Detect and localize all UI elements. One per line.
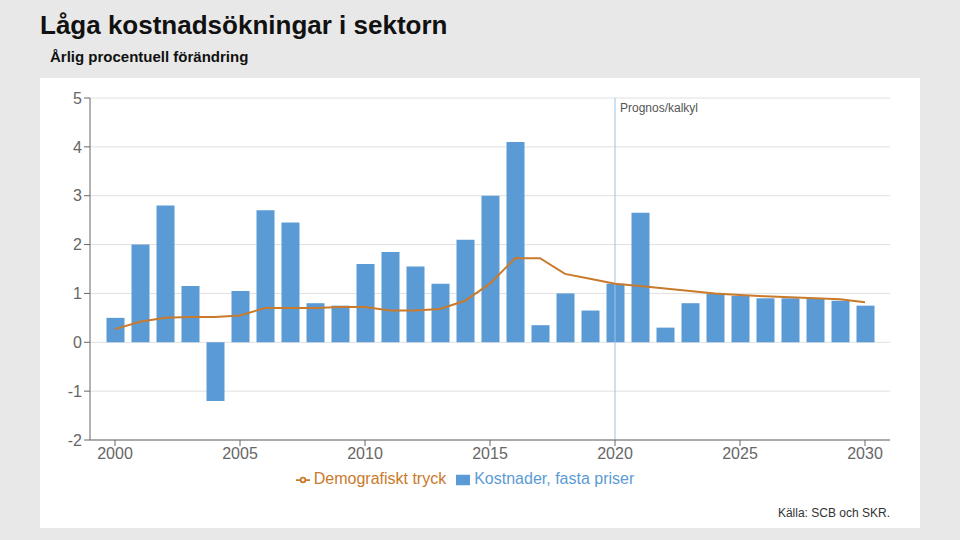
svg-text:Prognos/kalkyl: Prognos/kalkyl	[620, 101, 698, 115]
svg-text:2000: 2000	[97, 445, 133, 462]
svg-text:2015: 2015	[472, 445, 508, 462]
svg-text:2025: 2025	[722, 445, 758, 462]
html-text:Kostnader, fasta priser: Kostnader, fasta priser	[474, 470, 635, 487]
html-text:Årlig procentuell förändring: Årlig procentuell förändring	[50, 48, 249, 65]
svg-text:2010: 2010	[347, 445, 383, 462]
svg-text:3: 3	[73, 187, 82, 204]
svg-text:2020: 2020	[597, 445, 633, 462]
svg-text:-2: -2	[68, 432, 82, 449]
html-text:Låga kostnadsökningar i sektor: Låga kostnadsökningar i sektorn	[40, 10, 448, 40]
svg-text:0: 0	[73, 334, 82, 351]
svg-text:-1: -1	[68, 383, 82, 400]
svg-text:2005: 2005	[222, 445, 258, 462]
svg-text:2030: 2030	[847, 445, 883, 462]
html-text:Källa: SCB och SKR.: Källa: SCB och SKR.	[777, 506, 890, 520]
svg-text:4: 4	[73, 139, 82, 156]
svg-text:1: 1	[73, 285, 82, 302]
html-text:Demografiskt tryck: Demografiskt tryck	[313, 470, 447, 487]
svg-text:5: 5	[73, 90, 82, 107]
svg-text:2: 2	[73, 236, 82, 253]
